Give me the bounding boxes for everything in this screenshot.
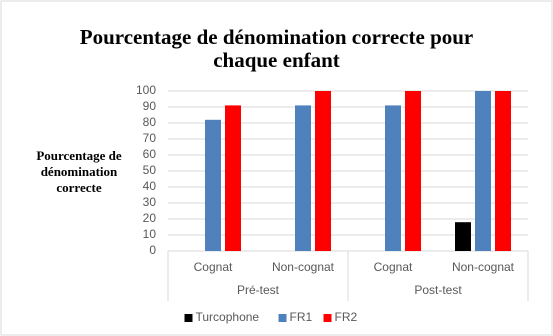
y-tick-label: 60 <box>143 147 157 161</box>
x-tick-label: Cognat <box>194 260 233 274</box>
x-tick-label: Cognat <box>374 260 413 274</box>
y-tick-label: 10 <box>143 227 157 241</box>
legend-swatch <box>184 314 193 322</box>
bar <box>295 105 311 252</box>
bar <box>455 222 471 251</box>
y-tick-label: 70 <box>143 131 157 145</box>
y-axis-title: Pourcentage de dénomination correcte <box>36 148 122 195</box>
bar <box>405 91 421 251</box>
bar <box>475 91 491 251</box>
y-tick-label: 0 <box>149 243 156 257</box>
legend-swatch <box>278 314 287 322</box>
chart-title: Pourcentage de dénomination correcte pou… <box>79 25 474 72</box>
y-tick-label: 80 <box>143 115 157 129</box>
legend-label: Turcophone <box>196 310 260 324</box>
x-tick-label: Non-cognat <box>452 260 515 274</box>
bar <box>495 91 511 251</box>
bar <box>225 105 241 252</box>
x-tick-label: Non-cognat <box>272 260 335 274</box>
legend-swatch <box>323 314 332 322</box>
x-group-label: Pré-test <box>237 283 280 297</box>
bar <box>315 91 331 251</box>
y-tick-label: 90 <box>143 99 157 113</box>
bar <box>385 105 401 252</box>
bar <box>205 119 221 251</box>
legend-label: FR1 <box>290 310 313 324</box>
y-tick-label: 40 <box>143 179 157 193</box>
x-group-label: Post-test <box>414 283 462 297</box>
y-tick-label: 50 <box>143 163 157 177</box>
y-tick-label: 100 <box>136 83 156 97</box>
legend-label: FR2 <box>335 310 358 324</box>
y-tick-label: 20 <box>143 211 157 225</box>
y-tick-label: 30 <box>143 195 157 209</box>
